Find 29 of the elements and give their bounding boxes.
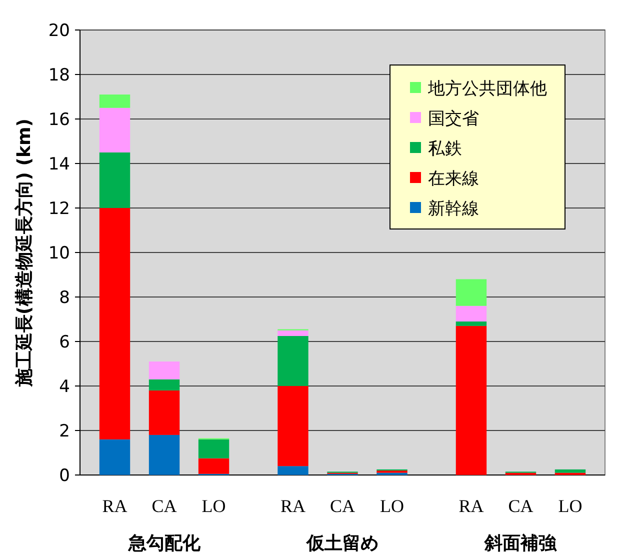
x-tick-label: CA [508,496,534,516]
legend-label: 地方公共団体他 [427,79,547,99]
y-tick-label: 2 [59,422,70,442]
x-tick-label: CA [152,496,177,516]
text: 仮土留め [306,533,378,554]
legend-label: 在来線 [428,169,479,189]
legend-label: 国交省 [428,109,479,129]
x-tick-label: RA [280,496,306,516]
x-tick-label: LO [202,496,226,516]
y-tick-label: 20 [48,21,70,41]
x-tick-label: RA [458,496,484,516]
y-tick-label: 12 [48,199,70,219]
y-tick-label: 10 [48,244,70,264]
y-tick-label: 8 [59,288,70,308]
text: 斜面補強 [484,533,558,554]
y-tick-label: 16 [48,110,70,130]
y-axis-title: 施工延長(構造物延長方向) (km) [14,118,35,388]
y-tick-label: 4 [59,377,70,397]
y-tick-label: 0 [59,466,70,486]
x-tick-label: LO [558,496,582,516]
x-tick-label: LO [380,496,404,516]
x-tick-label: RA [102,496,128,516]
text: 急勾配化 [127,533,202,554]
y-tick-label: 6 [59,332,70,352]
legend-label: 私鉄 [428,139,462,159]
y-tick-label: 14 [48,154,70,174]
legend-label: 新幹線 [428,199,479,219]
y-tick-label: 18 [48,66,70,86]
x-tick-label: CA [330,496,356,516]
